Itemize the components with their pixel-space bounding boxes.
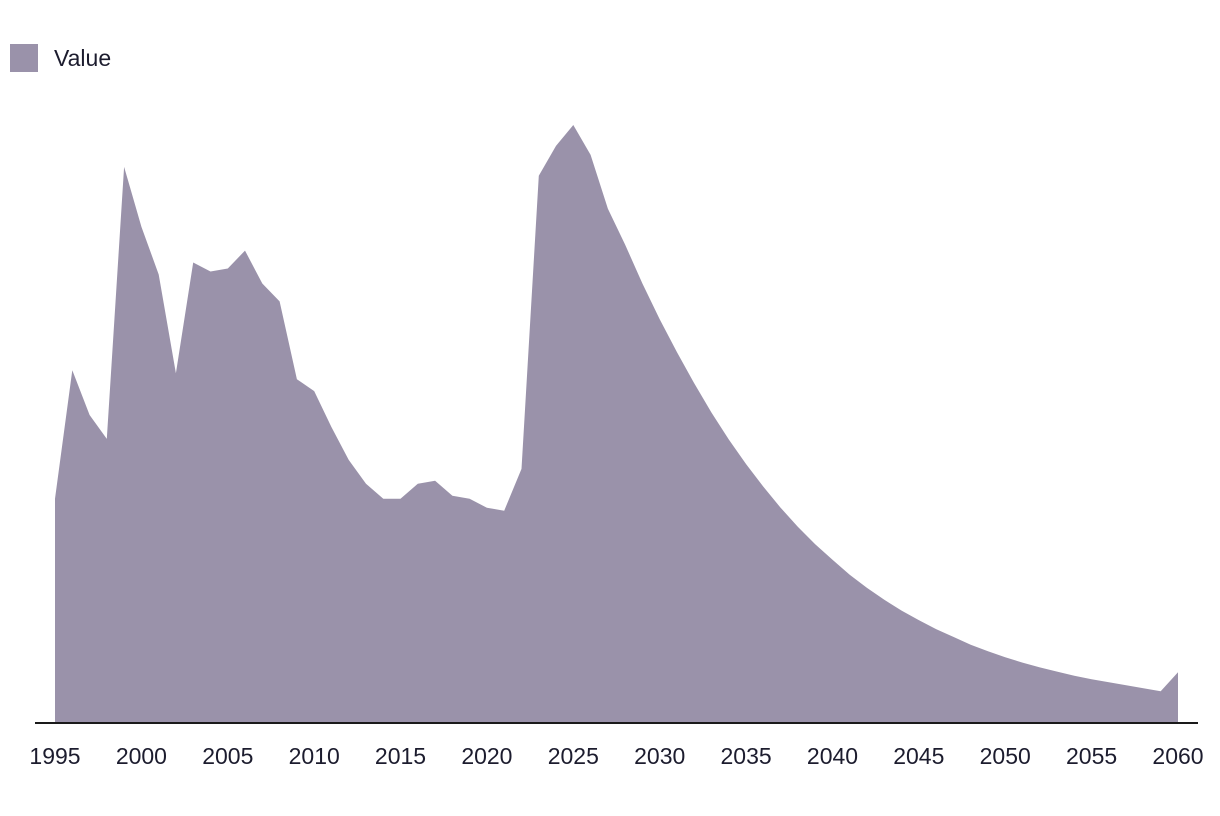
area-series-value bbox=[55, 125, 1178, 723]
x-tick-label: 1995 bbox=[29, 743, 80, 769]
area-layer bbox=[55, 125, 1178, 723]
x-tick-label: 2015 bbox=[375, 743, 426, 769]
x-tick-label: 2040 bbox=[807, 743, 858, 769]
x-tick-label: 2035 bbox=[721, 743, 772, 769]
legend-label: Value bbox=[54, 44, 112, 71]
x-tick-label: 2005 bbox=[202, 743, 253, 769]
x-tick-label: 2020 bbox=[461, 743, 512, 769]
x-tick-label: 2010 bbox=[289, 743, 340, 769]
x-tick-labels: 1995 2000 2005 2010 2015 2020 2025 2030 2035 2040… bbox=[29, 743, 1203, 769]
x-tick-label: 2050 bbox=[980, 743, 1031, 769]
x-tick-label: 2055 bbox=[1066, 743, 1117, 769]
x-tick-label: 2000 bbox=[116, 743, 167, 769]
legend-swatch bbox=[10, 44, 38, 72]
x-tick-label: 2030 bbox=[634, 743, 685, 769]
legend: Value bbox=[10, 44, 111, 72]
x-tick-label: 2060 bbox=[1152, 743, 1203, 769]
x-tick-label: 2025 bbox=[548, 743, 599, 769]
x-tick-label: 2045 bbox=[893, 743, 944, 769]
